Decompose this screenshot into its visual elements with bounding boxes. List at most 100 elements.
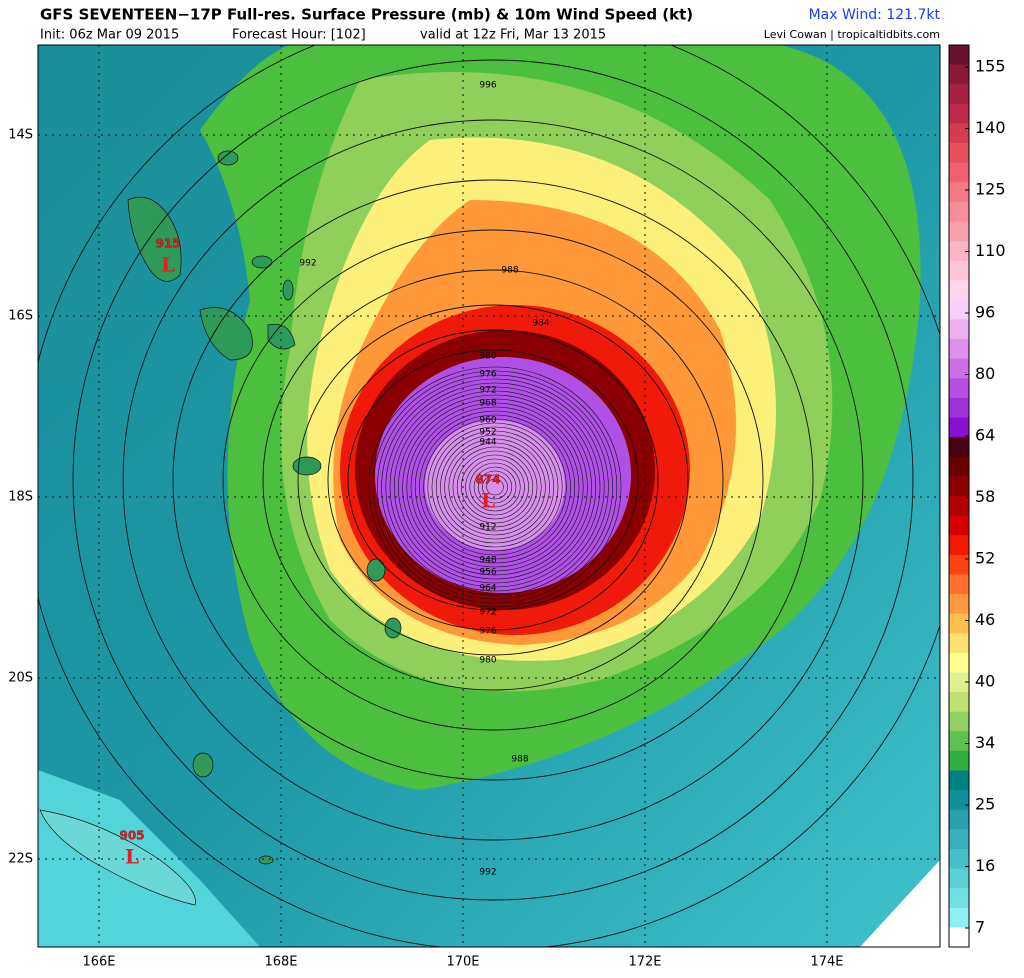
colorbar-swatch: [949, 45, 969, 66]
low-pressure: 915: [155, 237, 180, 251]
colorbar: 155 140 125 110 96 80 64 58 52 46 40 34 25 16 7: [948, 44, 1006, 948]
isobar: [440, 434, 550, 540]
colorbar-swatch: [949, 241, 969, 262]
colorbar-label: 52: [975, 549, 995, 568]
isobar: [385, 382, 605, 592]
isobar-label: 944: [479, 438, 496, 448]
colorbar-swatch: [949, 476, 969, 497]
colorbar-label: 25: [975, 795, 995, 814]
colorbar-swatch: [949, 143, 969, 164]
forecast-hour: Forecast Hour: [102]: [232, 28, 366, 43]
isobar: [456, 450, 534, 524]
isobar: [414, 410, 576, 564]
colorbar-label: 46: [975, 610, 995, 629]
isobar-label: 992: [479, 868, 496, 878]
isobar: [122, 119, 864, 841]
colorbar-swatch: [949, 280, 969, 301]
colorbar-label: 34: [975, 733, 995, 752]
lon-label: 168E: [264, 955, 297, 970]
island: [39, 809, 196, 906]
lat-label: 20S: [8, 671, 33, 686]
isobar: [347, 349, 639, 611]
colorbar-label: 7: [975, 918, 985, 937]
colorbar-swatch: [949, 652, 969, 673]
colorbar-swatch: [949, 711, 969, 732]
colorbar-swatch: [949, 868, 969, 889]
colorbar-label: 40: [975, 672, 995, 691]
colorbar-swatch: [949, 182, 969, 203]
isobar: [381, 378, 609, 596]
colorbar-swatch: [949, 437, 969, 458]
colorbar-swatch: [949, 809, 969, 830]
colorbar-swatch: [949, 299, 969, 321]
isobar: [410, 406, 580, 568]
isobar-label: 960: [479, 416, 496, 426]
low-symbol: L: [481, 489, 495, 513]
isobar-label: 976: [479, 370, 496, 380]
colorbar-label: 125: [975, 180, 1006, 199]
calm-area: [860, 860, 940, 947]
isobar: [222, 229, 764, 731]
colorbar-swatch: [949, 927, 969, 948]
colorbar-label: 140: [975, 118, 1006, 137]
isobar: [327, 329, 659, 631]
lat-label: 14S: [8, 128, 33, 143]
island: [267, 323, 296, 350]
isobars: [38, 45, 940, 947]
colorbar-label: 64: [975, 426, 995, 445]
colorbar-swatch: [949, 221, 969, 242]
colorbar-swatch: [949, 731, 969, 752]
colorbar-swatch: [949, 319, 969, 340]
colorbar-swatch: [949, 496, 969, 517]
island: [127, 196, 182, 282]
isobar-label: 992: [299, 259, 316, 269]
isobar-label: 968: [479, 399, 496, 409]
colorbar-frame: [948, 44, 970, 948]
credit: Levi Cowan | tropicaltidbits.com: [764, 28, 940, 41]
lon-label: 172E: [628, 955, 661, 970]
colorbar-swatch: [949, 790, 969, 811]
low-symbol: L: [161, 253, 175, 277]
isobar: [389, 386, 601, 588]
colorbar-swatch: [949, 888, 969, 909]
isobar: [372, 370, 618, 604]
isobar: [297, 304, 689, 656]
island: [366, 558, 386, 582]
isobar: [402, 398, 588, 576]
isobar-label: 912: [479, 523, 496, 533]
colorbar-swatch: [949, 378, 969, 399]
lon-label: 166E: [82, 955, 115, 970]
isobar-label: 976: [479, 627, 496, 637]
island: [192, 752, 214, 778]
isobar: [427, 422, 563, 552]
island: [384, 617, 402, 639]
colorbar-swatch: [949, 829, 969, 850]
colorbar-swatch: [949, 456, 969, 477]
isobar-label: 984: [532, 319, 549, 329]
isobar-label: 952: [479, 428, 496, 438]
isobar: [377, 374, 613, 600]
island: [282, 279, 294, 301]
colorbar-swatch: [949, 201, 969, 222]
colorbar-swatch: [949, 260, 969, 281]
isobar: [469, 462, 521, 512]
colorbar-swatch: [949, 633, 969, 654]
colorbar-label: 80: [975, 364, 995, 383]
colorbar-swatch: [949, 535, 969, 556]
colorbar-label: 58: [975, 487, 995, 506]
isobar: [448, 442, 542, 532]
colorbar-swatch: [949, 397, 969, 419]
isobar-label: 980: [479, 352, 496, 362]
lon-label: 174E: [810, 955, 843, 970]
isobar: [368, 366, 622, 608]
isobar: [393, 390, 597, 584]
isobar: [419, 414, 571, 560]
isobar-label: 948: [479, 556, 496, 566]
colorbar-label: 110: [975, 241, 1006, 260]
isobar: [262, 269, 724, 691]
colorbar-swatch: [949, 162, 969, 183]
colorbar-swatch: [949, 64, 969, 85]
colorbar-swatch: [949, 594, 969, 615]
isobar: [406, 402, 584, 572]
isobar-label: 980: [479, 656, 496, 666]
